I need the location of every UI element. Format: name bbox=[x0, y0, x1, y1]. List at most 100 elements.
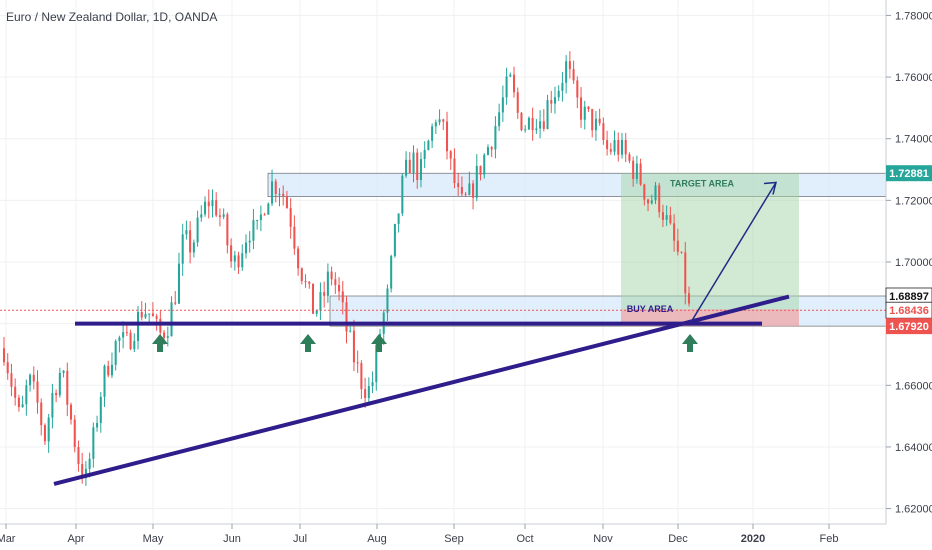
candle-body bbox=[345, 302, 348, 332]
candle-body bbox=[594, 118, 597, 131]
price-tags: 1.72881 1.68897 1.68436 1.67920 bbox=[885, 165, 932, 335]
candle-body bbox=[159, 318, 162, 333]
candle-body bbox=[486, 147, 489, 155]
candle-body bbox=[73, 419, 76, 448]
candle-body bbox=[88, 458, 91, 469]
candle-body bbox=[185, 230, 188, 235]
candle-body bbox=[69, 404, 73, 420]
overlay-layer: TARGET AREA BUY AREA bbox=[0, 178, 886, 486]
candle-body bbox=[442, 119, 445, 122]
candle-body bbox=[602, 123, 605, 141]
candle-body bbox=[620, 139, 624, 155]
candle-body bbox=[341, 291, 344, 303]
candle-body bbox=[81, 464, 84, 479]
candle-body bbox=[96, 422, 99, 428]
candle-body bbox=[680, 251, 683, 253]
candle-body bbox=[40, 402, 43, 426]
price-tick-label: 1.66000 bbox=[895, 380, 932, 392]
candle-body bbox=[419, 159, 422, 180]
candle-body bbox=[501, 97, 504, 113]
candle-body bbox=[367, 386, 370, 399]
up-arrow-marker bbox=[371, 334, 387, 352]
candle-body bbox=[300, 268, 303, 282]
buy-area-label: BUY AREA bbox=[627, 304, 674, 314]
candle-body bbox=[416, 152, 419, 180]
candle-body bbox=[297, 248, 300, 269]
candle-body bbox=[464, 193, 467, 195]
up-arrow-marker bbox=[682, 334, 698, 352]
candle-body bbox=[613, 140, 616, 152]
candle-body bbox=[475, 165, 478, 198]
candle-body bbox=[550, 100, 553, 104]
candle-body bbox=[32, 374, 35, 382]
candle-body bbox=[457, 183, 460, 187]
candle-body bbox=[401, 175, 404, 214]
candle-body bbox=[77, 447, 80, 465]
candle-body bbox=[606, 140, 609, 150]
candle-body bbox=[177, 263, 180, 304]
price-tag-label: 1.68436 bbox=[889, 305, 929, 317]
chart-title: Euro / New Zealand Dollar, 1D, OANDA bbox=[6, 10, 217, 24]
candle-body bbox=[449, 151, 452, 159]
candle-body bbox=[92, 427, 95, 459]
price-axis[interactable]: 1.780001.760001.740001.720001.700001.680… bbox=[886, 10, 932, 516]
candle-body bbox=[148, 313, 151, 315]
candle-body bbox=[553, 97, 557, 104]
candle-body bbox=[244, 242, 248, 254]
candle-body bbox=[330, 271, 333, 280]
candle-body bbox=[196, 217, 199, 243]
candle-body bbox=[624, 139, 627, 155]
candle-body bbox=[36, 381, 39, 403]
candle-body bbox=[163, 332, 166, 338]
candle-body bbox=[632, 160, 635, 179]
candle-body bbox=[271, 181, 274, 204]
time-tick-label: Aug bbox=[367, 533, 387, 545]
price-tag-label: 1.67920 bbox=[889, 321, 929, 333]
candle-body bbox=[687, 293, 691, 304]
time-axis[interactable]: Mar Apr May Jun Jul Aug Sep Oct Nov Dec 2020 Feb bbox=[0, 524, 838, 545]
candle-body bbox=[434, 122, 437, 127]
candle-body bbox=[617, 140, 620, 155]
candle-body bbox=[326, 271, 329, 296]
candle-body bbox=[598, 118, 601, 124]
time-tick-label: 2020 bbox=[741, 533, 765, 545]
candle-body bbox=[215, 200, 218, 216]
candle-body bbox=[479, 165, 482, 175]
time-tick-label: Nov bbox=[593, 533, 613, 545]
candle-body bbox=[338, 284, 341, 292]
candle-body bbox=[334, 279, 337, 285]
candle-body bbox=[460, 186, 463, 194]
candle-body bbox=[129, 332, 132, 350]
time-tick-label: Mar bbox=[0, 533, 16, 545]
candle-body bbox=[423, 149, 426, 160]
candle-body bbox=[658, 185, 661, 213]
candle-body bbox=[84, 468, 87, 479]
candle-body bbox=[114, 341, 117, 365]
candle-body bbox=[17, 397, 20, 408]
candle-body bbox=[647, 199, 650, 204]
candle-body bbox=[189, 230, 192, 253]
candle-body bbox=[6, 362, 9, 374]
up-arrow-marker bbox=[152, 334, 168, 352]
candle-body bbox=[181, 234, 184, 264]
support-zone bbox=[329, 295, 887, 327]
target-area-label: TARGET AREA bbox=[670, 178, 734, 188]
price-tag-box bbox=[886, 318, 932, 335]
candle-body bbox=[252, 220, 255, 241]
candle-body bbox=[14, 386, 17, 398]
candle-body bbox=[315, 310, 318, 314]
time-tick-label: Dec bbox=[668, 533, 688, 545]
price-tick-label: 1.70000 bbox=[895, 257, 932, 269]
candle-body bbox=[263, 214, 266, 216]
candle-body bbox=[539, 121, 542, 129]
candle-body bbox=[293, 226, 296, 249]
candle-body bbox=[405, 159, 408, 176]
candle-body bbox=[531, 117, 534, 131]
candle-body bbox=[166, 336, 169, 338]
projection-arrow-line bbox=[690, 182, 777, 323]
candle-body bbox=[144, 313, 147, 318]
candle-body bbox=[211, 200, 214, 207]
candle-body bbox=[509, 74, 512, 77]
candle-body bbox=[490, 147, 493, 150]
